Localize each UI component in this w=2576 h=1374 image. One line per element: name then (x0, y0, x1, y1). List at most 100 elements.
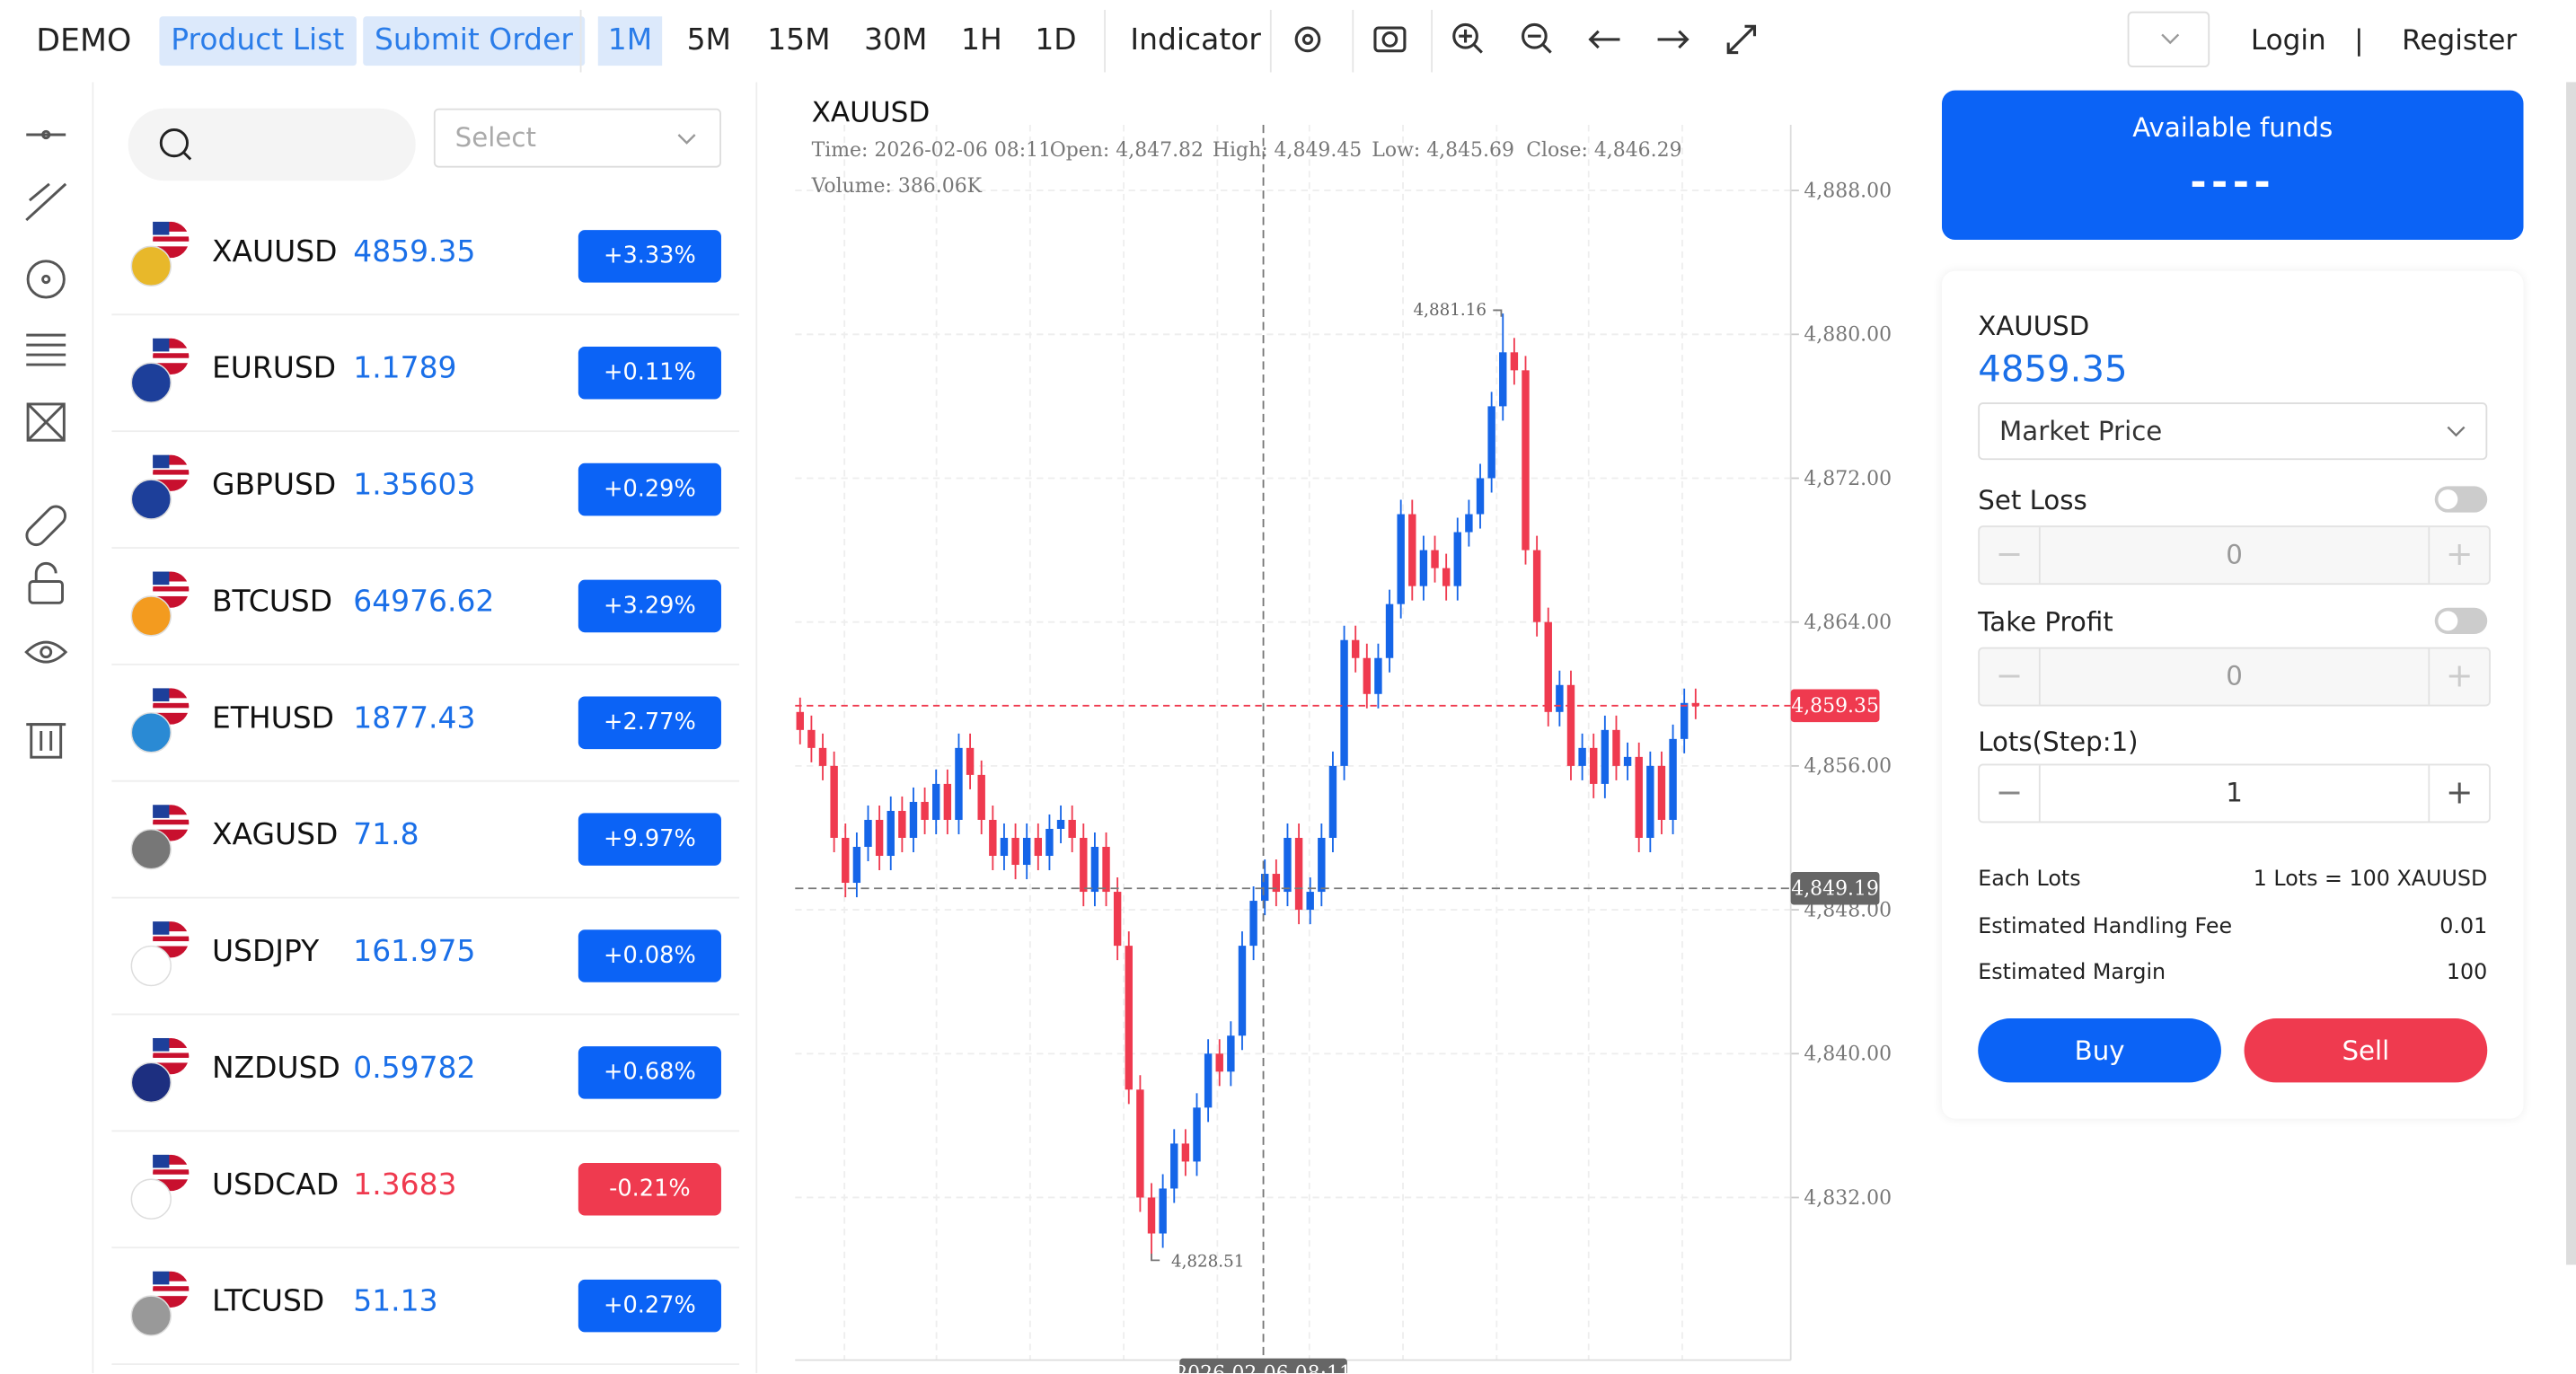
product-row[interactable]: USDCAD 1.3683 -0.21% (111, 1132, 740, 1249)
search-box[interactable] (128, 108, 416, 181)
increment[interactable]: + (2445, 771, 2474, 812)
product-row[interactable]: NZDUSD 0.59782 +0.68% (111, 1015, 740, 1132)
take-profit-toggle[interactable] (2434, 607, 2488, 635)
product-price: 0.59782 (353, 1051, 476, 1087)
candle-body (1284, 837, 1292, 893)
tool-lock[interactable] (28, 561, 64, 604)
language-select[interactable] (2127, 11, 2210, 67)
product-row[interactable]: ETHUSD 1877.43 +2.77% (111, 665, 740, 782)
right-icon[interactable] (1657, 30, 1689, 49)
tool-line[interactable] (26, 129, 66, 140)
candle-body (898, 810, 906, 838)
candle-body (921, 801, 929, 820)
tool-magnet[interactable] (25, 505, 66, 547)
set-loss-toggle[interactable] (2434, 486, 2488, 513)
take-profit-value[interactable]: 0 (2038, 648, 2430, 705)
interval-button[interactable]: 1M (597, 16, 663, 66)
nav-product-list[interactable]: Product List (159, 16, 357, 66)
candle-body (1261, 874, 1269, 902)
candle-body (1045, 828, 1054, 857)
interval-button[interactable]: 15M (767, 22, 831, 58)
category-select[interactable]: Select (433, 108, 721, 168)
buy-button[interactable]: Buy (1978, 1018, 2221, 1083)
zoom-out-icon[interactable] (1522, 22, 1552, 54)
settings-icon[interactable] (1294, 26, 1321, 53)
detail-value: 1 Lots = 100 XAUUSD (2253, 867, 2488, 893)
candle-body (1193, 1107, 1201, 1162)
product-row[interactable]: XAGUSD 71.8 +9.97% (111, 782, 740, 899)
product-row[interactable]: USDJPY 161.975 +0.08% (111, 899, 740, 1016)
decrement[interactable]: − (1995, 533, 2024, 574)
order-type-select[interactable]: Market Price (1978, 402, 2488, 461)
increment[interactable]: + (2445, 655, 2474, 695)
toolbar-icons (1294, 22, 1757, 55)
drawing-tools (24, 129, 68, 759)
sell-button[interactable]: Sell (2244, 1018, 2488, 1083)
decrement[interactable]: − (1995, 655, 2024, 695)
set-loss-value[interactable]: 0 (2038, 527, 2430, 584)
screenshot-icon[interactable] (1373, 26, 1407, 53)
candle-body (1181, 1143, 1190, 1162)
tool-delete[interactable] (26, 723, 66, 759)
candle-body (1034, 837, 1043, 857)
login-link[interactable]: Login (2250, 24, 2326, 58)
candle-body (943, 783, 952, 820)
brand: DEMO (36, 22, 132, 59)
increment[interactable]: + (2445, 533, 2474, 574)
product-icon (130, 571, 190, 637)
product-price: 4859.35 (353, 234, 476, 269)
candle-body (830, 765, 838, 838)
tool-eye[interactable] (24, 640, 68, 664)
crosshair-time-tag (1179, 1358, 1347, 1374)
product-row[interactable]: XAUUSD 4859.35 +3.33% (111, 198, 740, 316)
candle-body (1294, 837, 1303, 911)
candle-body (864, 819, 872, 847)
interval-button[interactable]: 1H (961, 22, 1002, 58)
zoom-in-icon[interactable] (1452, 22, 1483, 54)
product-row[interactable]: GBPUSD 1.35603 +0.29% (111, 432, 740, 549)
detail-label: Estimated Margin (1978, 961, 2166, 986)
lots-label: Lots(Step:1) (1978, 726, 2139, 758)
product-symbol: USDCAD (211, 1167, 340, 1202)
candle-body (1113, 892, 1122, 947)
candle-body (1340, 639, 1348, 766)
candle-body (1068, 819, 1076, 838)
funds-title: Available funds (2132, 111, 2333, 144)
interval-button[interactable]: 1D (1035, 22, 1077, 58)
product-icon (130, 921, 190, 987)
nav-submit-order[interactable]: Submit Order (363, 16, 585, 66)
fullscreen-icon[interactable] (1726, 24, 1757, 55)
product-change: +9.97% (578, 813, 721, 866)
ohlc-info: Low: 4,845.69 (1372, 139, 1514, 162)
candle-body (1691, 702, 1700, 706)
interval-button[interactable]: 5M (686, 22, 731, 58)
interval-button[interactable]: 30M (864, 22, 928, 58)
candle-body (1215, 1053, 1223, 1072)
product-price: 1.35603 (353, 468, 476, 503)
product-symbol: EURUSD (211, 351, 337, 386)
product-symbol: XAGUSD (211, 817, 339, 853)
y-tick-label: 4,840.00 (1804, 1044, 1892, 1066)
lots-value[interactable]: 1 (2038, 765, 2430, 822)
indicator-button[interactable]: Indicator (1130, 22, 1261, 58)
product-row[interactable]: BTCUSD 64976.62 +3.29% (111, 549, 740, 665)
tool-fib[interactable] (26, 333, 66, 366)
tool-trend[interactable] (25, 182, 67, 222)
tool-circle[interactable] (26, 260, 66, 299)
ohlc-info: Close: 4,846.29 (1526, 139, 1681, 162)
register-link[interactable]: Register (2402, 24, 2518, 58)
tool-pattern[interactable] (26, 402, 66, 442)
candle-body (1363, 657, 1372, 694)
product-icon (130, 688, 190, 753)
product-row[interactable]: LTCUSD 51.13 +0.27% (111, 1248, 740, 1365)
decrement[interactable]: − (1995, 771, 2024, 812)
candle-body (1090, 846, 1099, 893)
candle-body (1408, 514, 1416, 586)
candle-body (1510, 352, 1519, 371)
candle-body (955, 747, 963, 820)
candle-body (909, 801, 918, 838)
left-icon[interactable] (1588, 30, 1620, 49)
product-row[interactable]: EURUSD 1.1789 +0.11% (111, 315, 740, 433)
